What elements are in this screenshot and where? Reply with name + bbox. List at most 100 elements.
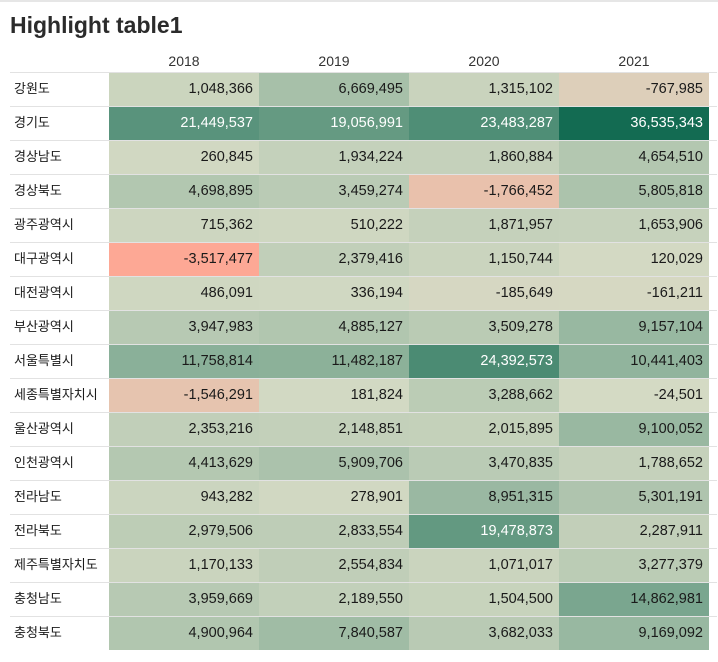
column-header[interactable]: 2020	[468, 53, 500, 69]
value-cell: 2,979,506	[109, 515, 259, 548]
value-cell: 2,353,216	[109, 413, 259, 446]
row-label: 경기도	[14, 116, 50, 131]
value-cell: 3,277,379	[559, 549, 709, 582]
chart-title: Highlight table1	[10, 12, 183, 38]
value-cell: 4,654,510	[559, 141, 709, 174]
value-cell: 336,194	[259, 277, 409, 310]
table-row: 제주특별자치도 1,170,133 2,554,834 1,071,017 3,277,…	[10, 548, 717, 582]
value-cell: 1,934,224	[259, 141, 409, 174]
value-cell: 486,091	[109, 277, 259, 310]
value-cell: 181,824	[259, 379, 409, 412]
header-corner	[10, 50, 109, 72]
table-row: 전라북도 2,979,506 2,833,554 19,478,873 2,287,91…	[10, 514, 717, 548]
value-cell: 11,758,814	[109, 345, 259, 378]
value-cell: 1,788,652	[559, 447, 709, 480]
table-body: 강원도 1,048,366 6,669,495 1,315,102 -767,985 경기…	[10, 72, 717, 650]
value-cell: 3,959,669	[109, 583, 259, 616]
value-cell: 23,483,287	[409, 107, 559, 140]
column-header[interactable]: 2018	[168, 53, 200, 69]
table-row: 대구광역시 -3,517,477 2,379,416 1,150,744 120,029	[10, 242, 717, 276]
column-header[interactable]: 2021	[618, 53, 650, 69]
value-cell: 5,909,706	[259, 447, 409, 480]
value-cell: 1,504,500	[409, 583, 559, 616]
table-row: 경상북도 4,698,895 3,459,274 -1,766,452 5,805,81…	[10, 174, 717, 208]
row-label: 전라북도	[14, 524, 62, 539]
value-cell: 14,862,981	[559, 583, 709, 616]
value-cell: 1,048,366	[109, 73, 259, 106]
row-label: 충청북도	[14, 626, 62, 641]
table-row: 세종특별자치시 -1,546,291 181,824 3,288,662 -24,501	[10, 378, 717, 412]
value-cell: 3,509,278	[409, 311, 559, 344]
value-cell: 2,148,851	[259, 413, 409, 446]
value-cell: 5,301,191	[559, 481, 709, 514]
column-header[interactable]: 2019	[318, 53, 350, 69]
value-cell: 19,478,873	[409, 515, 559, 548]
value-cell: 21,449,537	[109, 107, 259, 140]
value-cell: 36,535,343	[559, 107, 709, 140]
value-cell: 4,900,964	[109, 617, 259, 650]
value-cell: 3,470,835	[409, 447, 559, 480]
value-cell: 2,554,834	[259, 549, 409, 582]
row-label: 세종특별자치시	[14, 388, 98, 403]
row-label: 울산광역시	[14, 422, 74, 437]
value-cell: 260,845	[109, 141, 259, 174]
value-cell: 1,871,957	[409, 209, 559, 242]
value-cell: 1,860,884	[409, 141, 559, 174]
table-row: 울산광역시 2,353,216 2,148,851 2,015,895 9,100,05…	[10, 412, 717, 446]
value-cell: 2,833,554	[259, 515, 409, 548]
table-row: 전라남도 943,282 278,901 8,951,315 5,301,191	[10, 480, 717, 514]
value-cell: 9,169,092	[559, 617, 709, 650]
row-label: 광주광역시	[14, 218, 74, 233]
highlight-table: 2018 2019 2020 2021 강원도 1,048,366 6,669,49…	[10, 50, 717, 650]
value-cell: 1,170,133	[109, 549, 259, 582]
value-cell: -161,211	[559, 277, 709, 310]
table-row: 경기도 21,449,537 19,056,991 23,483,287 36,535,…	[10, 106, 717, 140]
value-cell: 2,189,550	[259, 583, 409, 616]
table-row: 부산광역시 3,947,983 4,885,127 3,509,278 9,157,10…	[10, 310, 717, 344]
value-cell: 3,682,033	[409, 617, 559, 650]
value-cell: 943,282	[109, 481, 259, 514]
value-cell: 4,413,629	[109, 447, 259, 480]
row-label: 경상남도	[14, 150, 62, 165]
value-cell: -1,766,452	[409, 175, 559, 208]
row-label: 부산광역시	[14, 320, 74, 335]
row-label: 인천광역시	[14, 456, 74, 471]
value-cell: 6,669,495	[259, 73, 409, 106]
value-cell: 1,653,906	[559, 209, 709, 242]
row-label: 제주특별자치도	[14, 558, 98, 573]
value-cell: 3,288,662	[409, 379, 559, 412]
table-row: 서울특별시 11,758,814 11,482,187 24,392,573 10,44…	[10, 344, 717, 378]
value-cell: 9,157,104	[559, 311, 709, 344]
top-rule	[0, 0, 718, 2]
value-cell: 2,015,895	[409, 413, 559, 446]
value-cell: 715,362	[109, 209, 259, 242]
value-cell: 7,840,587	[259, 617, 409, 650]
row-label: 강원도	[14, 82, 50, 97]
value-cell: 11,482,187	[259, 345, 409, 378]
table-row: 대전광역시 486,091 336,194 -185,649 -161,211	[10, 276, 717, 310]
value-cell: -3,517,477	[109, 243, 259, 276]
value-cell: 10,441,403	[559, 345, 709, 378]
value-cell: 19,056,991	[259, 107, 409, 140]
column-header-row: 2018 2019 2020 2021	[10, 50, 717, 72]
value-cell: 510,222	[259, 209, 409, 242]
row-label: 대전광역시	[14, 286, 74, 301]
row-label: 충청남도	[14, 592, 62, 607]
value-cell: 4,698,895	[109, 175, 259, 208]
value-cell: -185,649	[409, 277, 559, 310]
value-cell: 120,029	[559, 243, 709, 276]
row-label: 경상북도	[14, 184, 62, 199]
row-label: 전라남도	[14, 490, 62, 505]
table-row: 충청북도 4,900,964 7,840,587 3,682,033 9,169,092	[10, 616, 717, 650]
row-label: 서울특별시	[14, 354, 74, 369]
value-cell: -24,501	[559, 379, 709, 412]
value-cell: 278,901	[259, 481, 409, 514]
value-cell: 5,805,818	[559, 175, 709, 208]
table-row: 인천광역시 4,413,629 5,909,706 3,470,835 1,788,65…	[10, 446, 717, 480]
value-cell: 1,071,017	[409, 549, 559, 582]
table-row: 광주광역시 715,362 510,222 1,871,957 1,653,906	[10, 208, 717, 242]
value-cell: 2,379,416	[259, 243, 409, 276]
table-row: 충청남도 3,959,669 2,189,550 1,504,500 14,862,98…	[10, 582, 717, 616]
value-cell: 9,100,052	[559, 413, 709, 446]
table-row: 경상남도 260,845 1,934,224 1,860,884 4,654,510	[10, 140, 717, 174]
